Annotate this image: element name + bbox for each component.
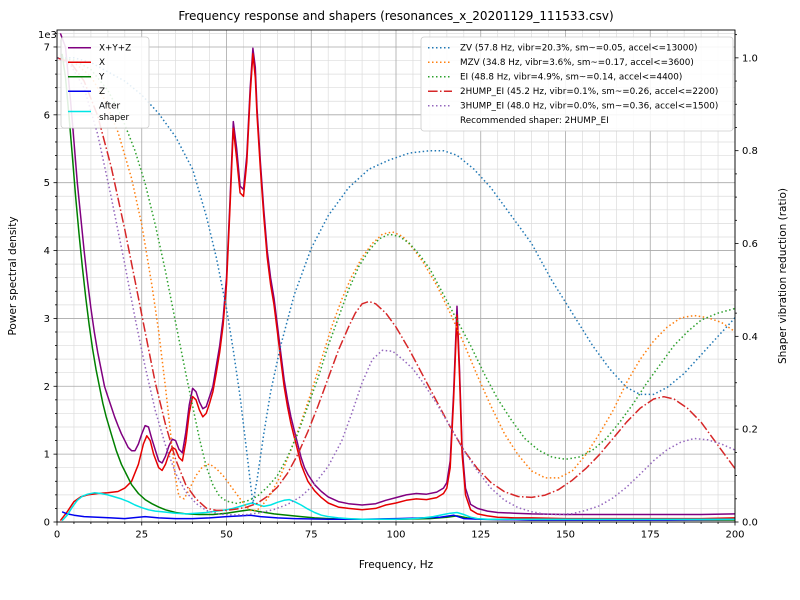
- axis-offset-text: 1e3: [38, 30, 57, 41]
- y-axis-label-right: Shaper vibration reduction (ratio): [777, 188, 789, 364]
- series-mzv: [57, 57, 735, 512]
- y-left-tick-label: 5: [44, 178, 50, 189]
- legend-shapers: ZV (57.8 Hz, vibr=20.3%, sm~=0.05, accel…: [420, 36, 734, 132]
- x-tick-label: 75: [305, 530, 318, 541]
- legend-label-y: Y: [98, 73, 105, 83]
- x-tick-label: 175: [641, 530, 660, 541]
- y-right-tick-label: 0.8: [742, 146, 758, 157]
- series-y: [61, 53, 735, 521]
- axes-ticks: 0 25 50 75 100 125 150 175 200 0 1 2 3 4 5 6 7 0.0 0.2 0.4 0…: [44, 32, 758, 541]
- y-right-tick-label: 0.2: [742, 425, 758, 436]
- legend-frame: [60, 36, 150, 129]
- legend-label-after-shaper: shaper: [99, 113, 130, 123]
- y-right-tick-label: 0.6: [742, 239, 758, 250]
- legend-label-3hump_ei: 3HUMP_EI (48.0 Hz, vibr=0.0%, sm~=0.36, …: [460, 102, 718, 112]
- y-left-tick-label: 4: [44, 246, 50, 257]
- y-left-tick-label: 6: [44, 110, 50, 121]
- x-tick-label: 100: [386, 530, 405, 541]
- y-axis-label-left: Power spectral density: [7, 216, 19, 335]
- x-axis-label: Frequency, Hz: [359, 559, 434, 571]
- x-tick-label: 125: [471, 530, 490, 541]
- x-tick-label: 150: [556, 530, 575, 541]
- x-tick-label: 0: [54, 530, 60, 541]
- legend-label-after-shaper: After: [99, 102, 121, 112]
- series: [57, 33, 735, 522]
- legend-label-x: X: [99, 58, 105, 68]
- series-after-shaper: [61, 492, 735, 522]
- x-tick-label: 200: [725, 530, 744, 541]
- legend-label-xyz: X+Y+Z: [99, 44, 131, 54]
- legend-label-2hump_ei: 2HUMP_EI (45.2 Hz, vibr=0.1%, sm~=0.26, …: [460, 87, 718, 97]
- legend-label-mzv: MZV (34.8 Hz, vibr=3.6%, sm~=0.17, accel…: [460, 58, 694, 68]
- series-ei: [57, 57, 735, 505]
- series-2hump_ei: [57, 57, 735, 512]
- chart-title: Frequency response and shapers (resonanc…: [178, 9, 613, 23]
- series-z: [61, 511, 735, 521]
- legend-label-zv: ZV (57.8 Hz, vibr=20.3%, sm~=0.05, accel…: [460, 44, 697, 54]
- y-left-tick-label: 3: [44, 314, 50, 325]
- series-x: [59, 53, 735, 522]
- y-left-tick-label: 0: [44, 518, 50, 529]
- y-left-tick-label: 7: [44, 42, 50, 53]
- y-right-tick-label: 0.4: [742, 332, 758, 343]
- y-right-tick-label: 0.0: [742, 518, 758, 529]
- x-tick-label: 50: [220, 530, 233, 541]
- y-left-tick-label: 2: [44, 382, 50, 393]
- y-left-tick-label: 1: [44, 450, 50, 461]
- series-3hump_ei: [57, 57, 735, 516]
- legend-label-ei: EI (48.8 Hz, vibr=4.9%, sm~=0.14, accel<…: [460, 73, 682, 83]
- legend-label-z: Z: [99, 87, 105, 97]
- legend-label-recommended: Recommended shaper: 2HUMP_EI: [460, 116, 609, 126]
- y-right-tick-label: 1.0: [742, 53, 758, 64]
- legend-frame: [420, 36, 734, 132]
- x-tick-label: 25: [135, 530, 148, 541]
